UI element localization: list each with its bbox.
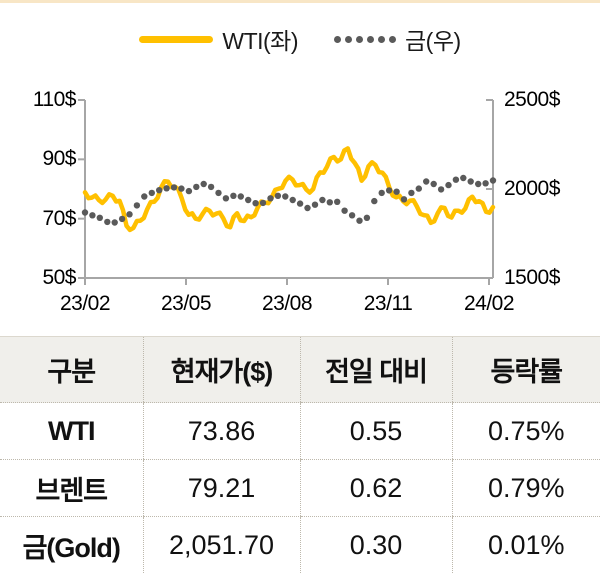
gold-series-dot [119,216,125,222]
gold-series-dot [393,189,399,195]
gold-series-dot [171,184,177,190]
row-label: WTI [0,403,143,460]
gold-series-dot [408,190,414,196]
gold-series-dot [230,193,236,199]
legend-label-wti: WTI(좌) [222,22,298,56]
table-row-gold: 금(Gold) 2,051.70 0.30 0.01% [0,517,600,573]
column-header-category: 구분 [0,337,143,403]
gold-series-dot [304,205,310,211]
left-axis-tick-label: 70$ [0,206,76,232]
price-value: 79.21 [143,460,300,517]
gold-series-dot [401,196,407,202]
chart-legend: WTI(좌) 금(우) [0,20,600,58]
gold-series-dot [445,182,451,188]
gold-series-dot [97,215,103,221]
pct-value: 0.79% [452,460,600,517]
gold-series-dot [468,178,474,184]
right-axis-tick-label: 2000$ [504,176,596,202]
legend-label-gold: 금(우) [405,22,461,56]
price-value: 2,051.70 [143,517,300,573]
left-axis-tick-label: 110$ [0,87,76,113]
right-axis-tick-label: 1500$ [504,265,596,291]
gold-series-dot [312,202,318,208]
left-axis-tick-label: 90$ [0,146,76,172]
gold-series-dot [245,197,251,203]
gold-series-dot [163,185,169,191]
gold-series-dot [423,178,429,184]
change-value: 0.62 [300,460,452,517]
price-chart: 110$ 90$ 70$ 50$ 2500$ 2000$ 1500$ 23/02 23/05 23… [0,88,600,333]
gold-series-dot [453,177,459,183]
gold-series-dot [134,202,140,208]
gold-series-dot [178,185,184,191]
top-accent-bar [0,0,600,3]
gold-series-dot [89,212,95,218]
column-header-pct: 등락률 [452,337,600,403]
gold-series-dot [379,190,385,196]
gold-series-dot [193,184,199,190]
gold-series-dot [482,180,488,186]
gold-series-dot [275,193,281,199]
gold-series-dot [223,195,229,201]
gold-series-dot [341,208,347,214]
pct-value: 0.01% [452,517,600,573]
gold-series-dot [460,175,466,181]
gold-series-dot [356,218,362,224]
gold-series-dot [215,190,221,196]
gold-series-dot [267,195,273,201]
gold-series-dot [438,186,444,192]
gold-series-dot [334,199,340,205]
gold-series-dot [252,200,258,206]
gold-series-dot [104,219,110,225]
gold-series-dot [282,193,288,199]
gold-series-dot [490,177,496,183]
x-axis-tick-label: 23/02 [40,291,130,317]
row-label: 금(Gold) [0,517,143,573]
left-axis-tick-label: 50$ [0,265,76,291]
price-value: 73.86 [143,403,300,460]
table-row-wti: WTI 73.86 0.55 0.75% [0,403,600,460]
gold-series-dot [260,200,266,206]
x-axis-tick-label: 23/11 [343,291,433,317]
gold-series-dot [416,185,422,191]
wti-line-swatch-icon [139,36,213,43]
x-axis-tick-label: 23/08 [242,291,332,317]
gold-series-dot [431,181,437,187]
column-header-price: 현재가($) [143,337,300,403]
gold-series-dot [201,181,207,187]
gold-dots-swatch-icon [334,36,396,43]
legend-item-gold: 금(우) [334,22,461,56]
gold-series-dot [349,212,355,218]
table-header-row: 구분 현재가($) 전일 대비 등락률 [0,337,600,403]
gold-series-dot [238,193,244,199]
gold-series-dot [319,197,325,203]
gold-series-dot [149,190,155,196]
quotes-table: 구분 현재가($) 전일 대비 등락률 WTI 73.86 0.55 0.75%… [0,336,600,573]
x-axis-tick-label: 24/02 [444,291,534,317]
x-axis-tick-label: 23/05 [141,291,231,317]
gold-series-dot [327,199,333,205]
change-value: 0.30 [300,517,452,573]
legend-item-wti: WTI(좌) [139,22,298,56]
gold-series-dot [475,181,481,187]
gold-series-dot [364,215,370,221]
gold-series-dot [112,219,118,225]
gold-series-dot [186,188,192,194]
pct-value: 0.75% [452,403,600,460]
gold-series-dot [126,211,132,217]
row-label: 브렌트 [0,460,143,517]
wti-series-line [85,148,493,230]
gold-series-dot [208,184,214,190]
table-row-brent: 브렌트 79.21 0.62 0.79% [0,460,600,517]
column-header-change: 전일 대비 [300,337,452,403]
gold-series-dot [386,187,392,193]
right-axis-tick-label: 2500$ [504,87,596,113]
gold-series-dot [156,187,162,193]
gold-series-dot [290,197,296,203]
gold-series-dot [82,209,88,215]
gold-series-dot [371,198,377,204]
gold-series-dot [297,200,303,206]
change-value: 0.55 [300,403,452,460]
gold-series-dot [141,193,147,199]
